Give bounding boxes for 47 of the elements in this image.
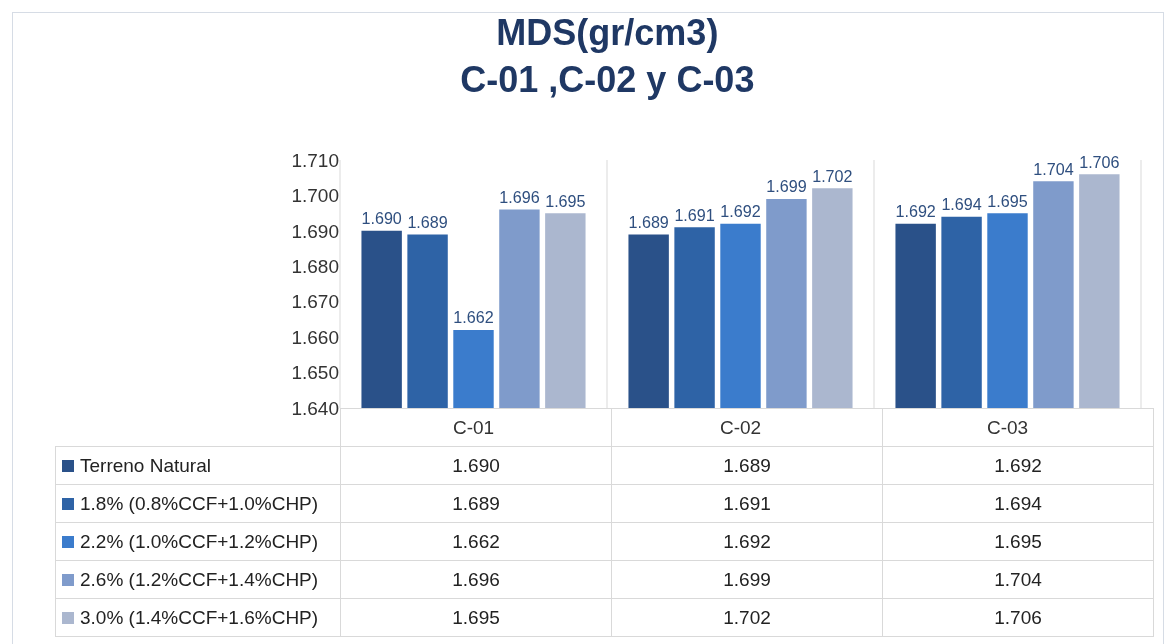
- text: 1.689: [628, 212, 669, 231]
- text: 1.692: [720, 202, 761, 221]
- text: 1.696: [499, 188, 540, 207]
- data-label: 1.702: [611, 598, 883, 637]
- text: 1.694: [941, 195, 982, 214]
- text: 1.699: [766, 177, 807, 196]
- legend-label: Terreno Natural: [80, 454, 211, 476]
- data-label: 1.706: [882, 598, 1154, 637]
- text: 1.691: [674, 205, 715, 224]
- legend-label: 2.2% (1.0%CCF+1.2%CHP): [80, 530, 319, 552]
- data-label: 1.699: [611, 560, 883, 599]
- y-tick-label: 1.660: [291, 326, 339, 348]
- legend-label: 2.6% (1.2%CCF+1.4%CHP): [80, 568, 319, 590]
- data-label: 1.690: [340, 446, 612, 485]
- chart-title: MDS(gr/cm3) C-01 ,C-02 y C-03: [460, 12, 755, 100]
- text: 1.702: [812, 166, 853, 185]
- data-label: 1.704: [882, 560, 1154, 599]
- y-tick-label: 1.690: [291, 220, 339, 242]
- legend-label: 3.0% (1.4%CCF+1.6%CHP): [80, 606, 319, 628]
- y-tick-label: 1.640: [291, 397, 339, 419]
- data-label: 1.689: [611, 446, 883, 485]
- text: 1.695: [987, 191, 1028, 210]
- data-label: 1.695: [340, 598, 612, 637]
- data-label: 1.689: [340, 484, 612, 523]
- y-tick-label: 1.700: [291, 185, 339, 207]
- text: 1.695: [545, 191, 586, 210]
- legend-label: 1.8% (0.8%CCF+1.0%CHP): [80, 492, 319, 514]
- text: 1.706: [1079, 152, 1120, 171]
- y-tick-label: 1.710: [291, 149, 339, 171]
- data-label: 1.692: [882, 446, 1154, 485]
- y-tick-label: 1.680: [291, 255, 339, 277]
- y-tick-label: 1.670: [291, 291, 339, 313]
- x-tick-label: C-01: [452, 417, 495, 438]
- x-tick-label: C-02: [719, 417, 762, 438]
- data-label: 1.696: [340, 560, 612, 599]
- text: 1.662: [453, 308, 494, 327]
- text: 1.704: [1033, 159, 1074, 178]
- data-label: 1.691: [611, 484, 883, 523]
- data-label: 1.662: [340, 522, 612, 561]
- data-label: 1.695: [882, 522, 1154, 561]
- data-label: 1.694: [882, 484, 1154, 523]
- text: 1.692: [895, 202, 936, 221]
- text: 1.690: [361, 209, 402, 228]
- text: 1.689: [407, 212, 448, 231]
- y-tick-label: 1.650: [291, 362, 339, 384]
- x-tick-label: C-03: [986, 417, 1029, 438]
- data-label: 1.692: [611, 522, 883, 561]
